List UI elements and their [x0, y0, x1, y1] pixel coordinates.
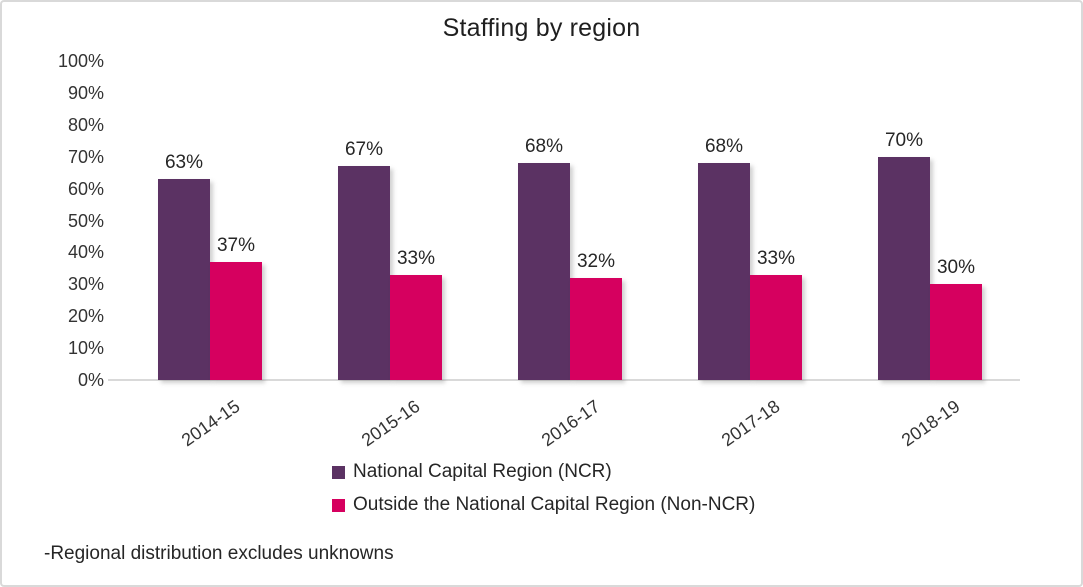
- y-tick-label: 30%: [67, 274, 104, 295]
- data-label-non-ncr-2017-18: 33%: [756, 248, 796, 269]
- data-label-ncr-2018-19: 70%: [884, 130, 924, 151]
- y-tick-label: 50%: [67, 210, 104, 231]
- non-ncr-swatch-icon: [332, 498, 345, 512]
- data-label-non-ncr-2014-15: 37%: [216, 235, 256, 256]
- legend-label-non-ncr: Outside the National Capital Region (Non…: [353, 494, 756, 515]
- legend: National Capital Region (NCR) Outside th…: [332, 460, 755, 526]
- bar-ncr-2018-19: [878, 157, 930, 380]
- data-label-ncr-2015-16: 67%: [344, 139, 384, 160]
- y-tick-label: 0%: [77, 370, 104, 390]
- bar-ncr-2017-18: [698, 163, 750, 380]
- data-label-ncr-2016-17: 68%: [524, 136, 564, 157]
- legend-label-ncr: National Capital Region (NCR): [353, 461, 612, 482]
- bar-ncr-2015-16: [338, 166, 390, 380]
- data-label-non-ncr-2018-19: 30%: [936, 257, 976, 278]
- y-tick-label: 40%: [67, 242, 104, 263]
- bar-ncr-2014-15: [158, 179, 210, 380]
- bar-non-ncr-2015-16: [390, 275, 442, 380]
- y-tick-label: 10%: [67, 338, 104, 359]
- x-axis-label-2014-15: 2014-15: [177, 396, 244, 451]
- data-label-ncr-2017-18: 68%: [704, 136, 744, 157]
- x-axis-label-2017-18: 2017-18: [717, 396, 784, 451]
- y-tick-label: 70%: [67, 146, 104, 167]
- data-label-non-ncr-2016-17: 32%: [576, 251, 616, 272]
- ncr-swatch-icon: [332, 465, 345, 479]
- data-label-ncr-2014-15: 63%: [164, 152, 204, 173]
- x-axis-line: [108, 379, 1020, 381]
- bar-non-ncr-2018-19: [930, 284, 982, 380]
- footnote: -Regional distribution excludes unknowns: [44, 543, 394, 564]
- y-tick-label: 100%: [57, 51, 104, 71]
- y-tick-label: 80%: [67, 114, 104, 135]
- x-axis-label-2015-16: 2015-16: [357, 396, 424, 451]
- chart-title: Staffing by region: [442, 14, 641, 42]
- legend-item-ncr: National Capital Region (NCR): [332, 460, 755, 484]
- bar-non-ncr-2016-17: [570, 278, 622, 380]
- data-label-non-ncr-2015-16: 33%: [396, 248, 436, 269]
- bar-ncr-2016-17: [518, 163, 570, 380]
- y-tick-label: 60%: [67, 178, 104, 199]
- x-axis-label-2016-17: 2016-17: [537, 396, 604, 451]
- y-tick-label: 20%: [67, 306, 104, 327]
- x-axis-label-2018-19: 2018-19: [897, 396, 964, 451]
- bar-non-ncr-2014-15: [210, 262, 262, 380]
- legend-item-non-ncr: Outside the National Capital Region (Non…: [332, 493, 755, 517]
- y-tick-label: 90%: [67, 82, 104, 103]
- bar-non-ncr-2017-18: [750, 275, 802, 380]
